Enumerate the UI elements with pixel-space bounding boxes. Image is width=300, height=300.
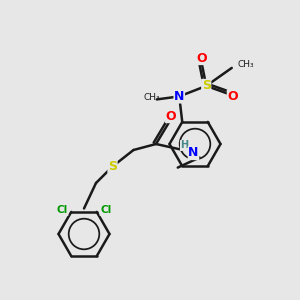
- Text: N: N: [188, 146, 199, 160]
- Text: N: N: [174, 90, 184, 103]
- Text: CH₃: CH₃: [144, 93, 160, 102]
- Text: O: O: [166, 110, 176, 123]
- Text: O: O: [196, 52, 207, 64]
- Text: O: O: [227, 90, 238, 103]
- Text: S: S: [202, 80, 211, 92]
- Text: Cl: Cl: [57, 206, 68, 215]
- Text: S: S: [108, 160, 117, 173]
- Text: Cl: Cl: [100, 206, 111, 215]
- Text: CH₃: CH₃: [238, 60, 254, 69]
- Text: H: H: [180, 140, 189, 151]
